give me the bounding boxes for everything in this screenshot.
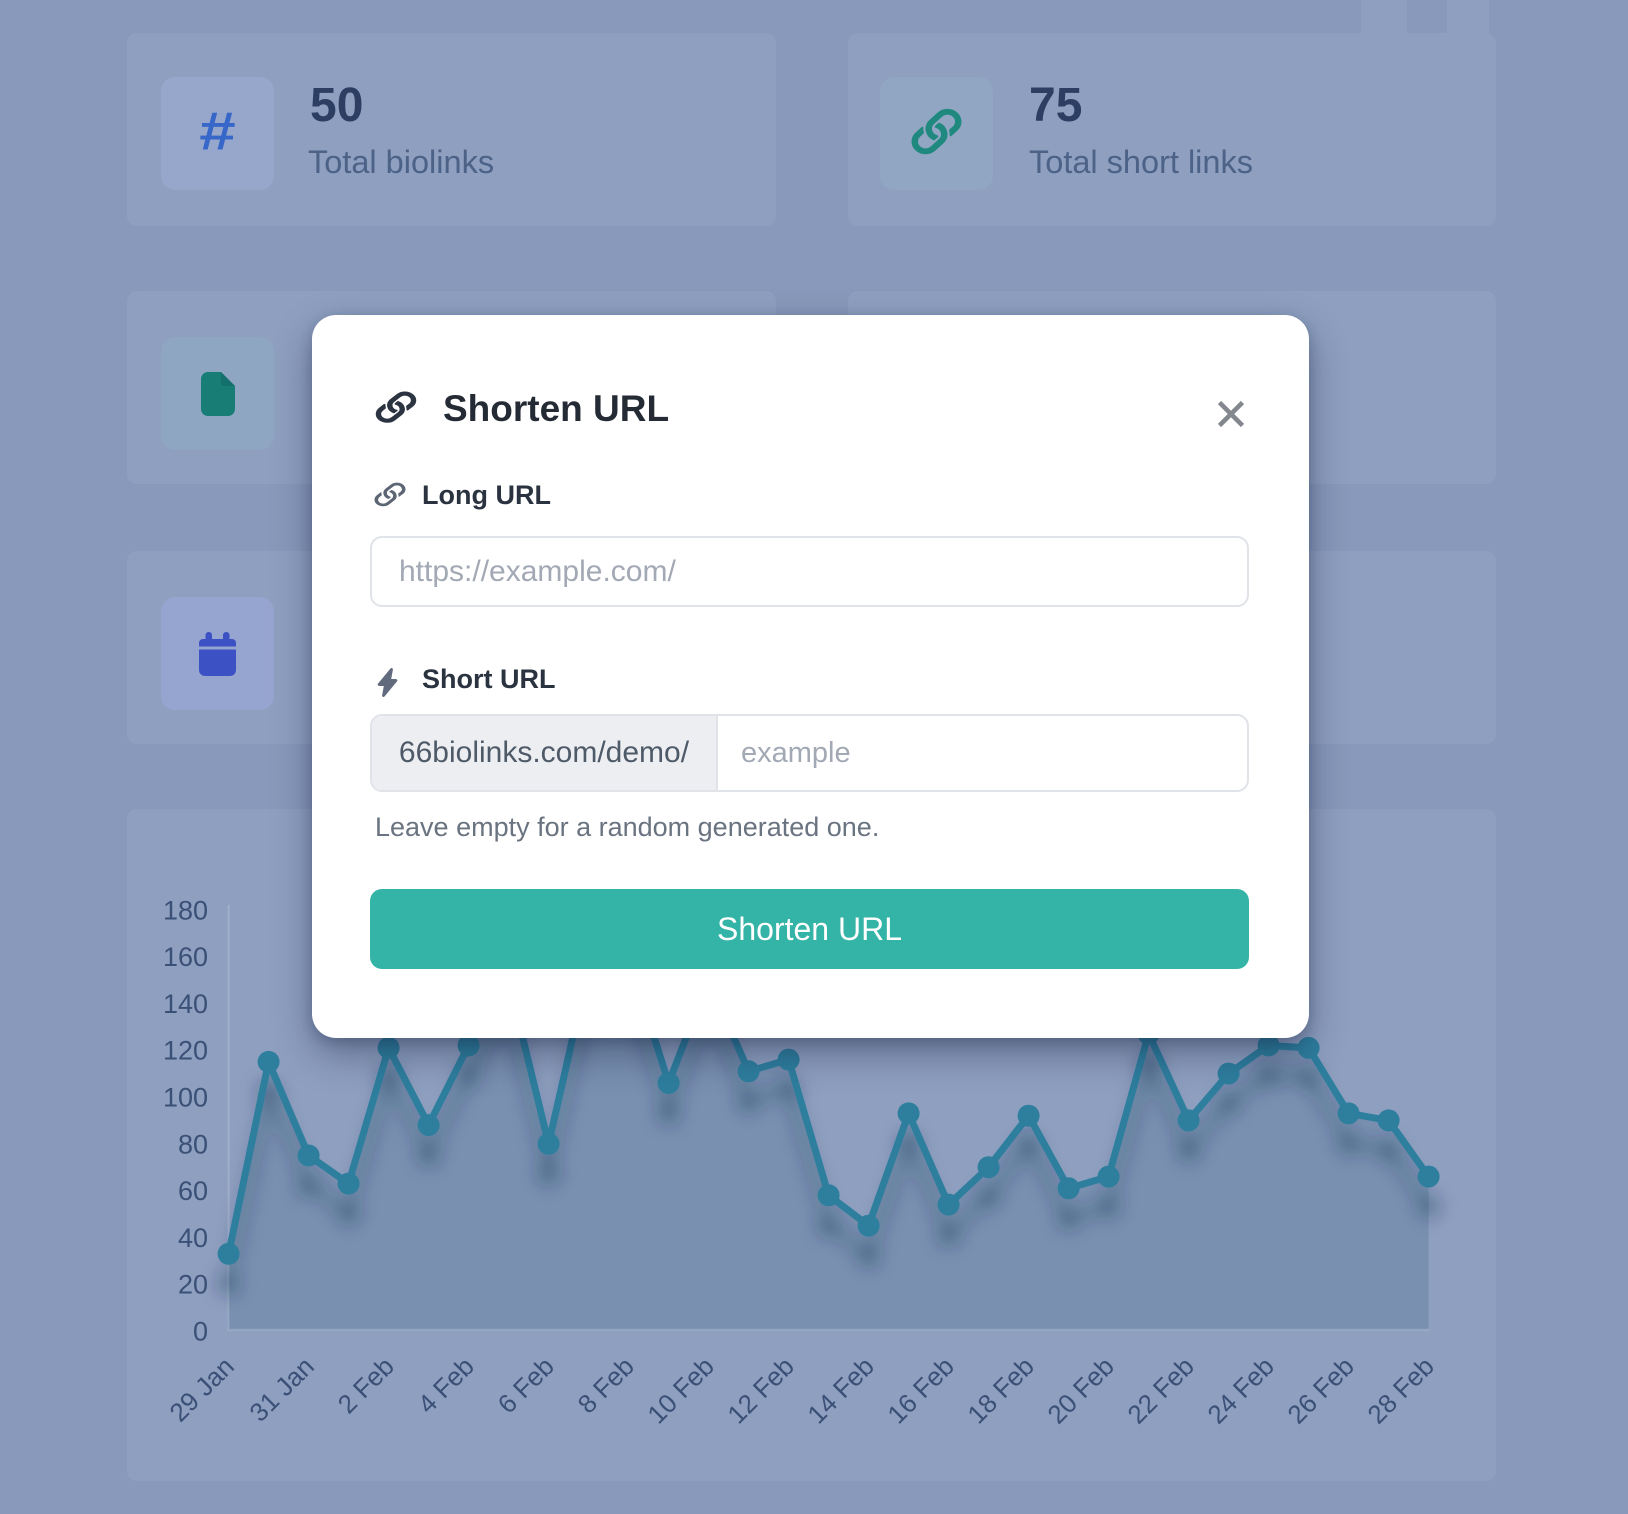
svg-text:40: 40: [178, 1223, 208, 1253]
svg-text:24 Feb: 24 Feb: [1201, 1351, 1279, 1429]
svg-text:14 Feb: 14 Feb: [801, 1351, 879, 1429]
svg-text:29 Jan: 29 Jan: [163, 1351, 239, 1427]
svg-text:100: 100: [163, 1083, 208, 1113]
svg-text:60: 60: [178, 1176, 208, 1206]
svg-text:16 Feb: 16 Feb: [881, 1351, 959, 1429]
svg-text:10 Feb: 10 Feb: [641, 1351, 719, 1429]
svg-text:26 Feb: 26 Feb: [1281, 1351, 1359, 1429]
svg-text:12 Feb: 12 Feb: [721, 1351, 799, 1429]
svg-text:2 Feb: 2 Feb: [332, 1351, 400, 1419]
svg-text:28 Feb: 28 Feb: [1361, 1351, 1439, 1429]
svg-text:18 Feb: 18 Feb: [961, 1351, 1039, 1429]
svg-text:140: 140: [163, 989, 208, 1019]
svg-text:6 Feb: 6 Feb: [492, 1351, 560, 1419]
svg-text:31 Jan: 31 Jan: [243, 1351, 319, 1427]
svg-text:120: 120: [163, 1036, 208, 1066]
svg-text:4 Feb: 4 Feb: [412, 1351, 480, 1419]
svg-text:0: 0: [193, 1317, 208, 1347]
svg-text:8 Feb: 8 Feb: [572, 1351, 640, 1419]
svg-text:80: 80: [178, 1129, 208, 1159]
svg-text:22 Feb: 22 Feb: [1121, 1351, 1199, 1429]
svg-text:160: 160: [163, 942, 208, 972]
svg-text:20: 20: [178, 1270, 208, 1300]
svg-text:20 Feb: 20 Feb: [1041, 1351, 1119, 1429]
svg-text:180: 180: [163, 895, 208, 925]
